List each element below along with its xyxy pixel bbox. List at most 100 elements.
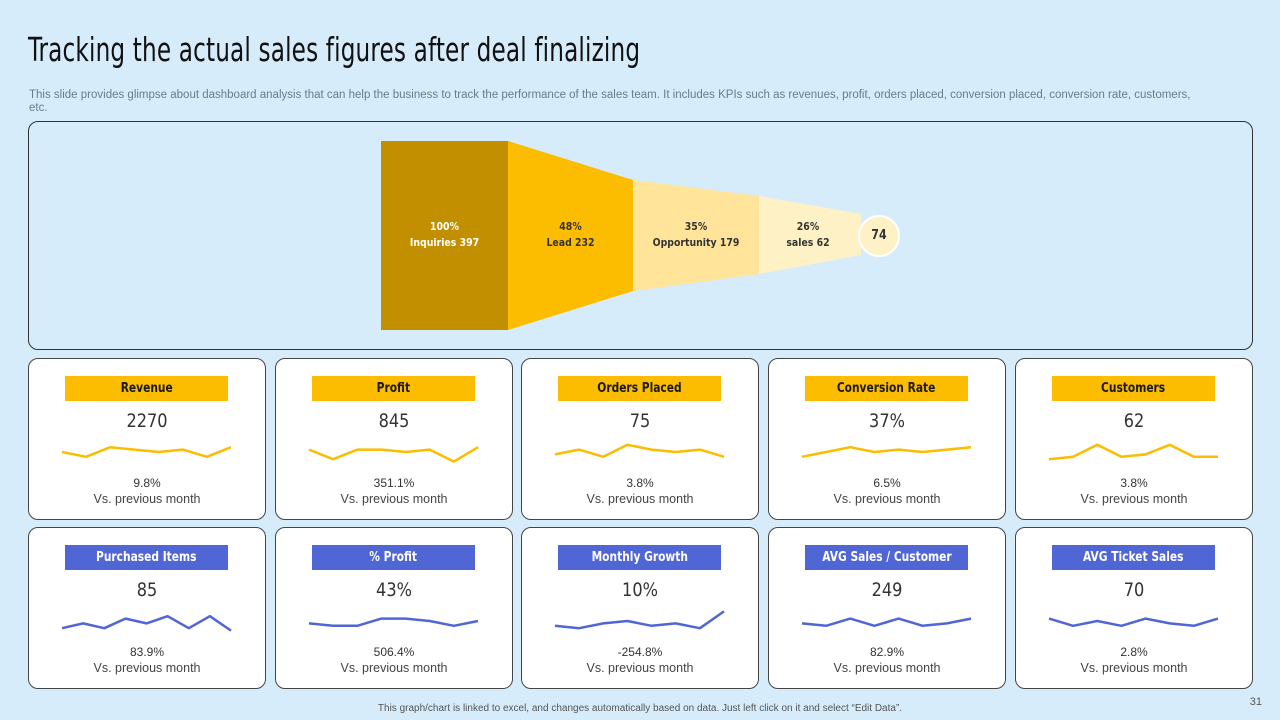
kpi-label: Purchased Items bbox=[96, 550, 197, 565]
kpi-change: 506.4% bbox=[373, 645, 415, 659]
kpi-header: AVG Sales / Customer bbox=[805, 545, 968, 570]
kpi-card-avg-ticket-sales: AVG Ticket Sales 70 2.8% Vs. previous month bbox=[1015, 527, 1253, 689]
kpi-sparkline-line bbox=[308, 617, 479, 628]
kpi-sparkline bbox=[308, 446, 479, 463]
kpi-header: % Profit bbox=[312, 545, 475, 570]
kpi-change: 3.8% bbox=[1120, 476, 1148, 490]
kpi-value: 845 bbox=[378, 410, 410, 432]
kpi-change: 9.8% bbox=[133, 476, 161, 490]
kpi-value: 75 bbox=[629, 410, 651, 432]
kpi-card-orders-placed: Orders Placed 75 3.8% Vs. previous month bbox=[521, 358, 759, 520]
kpi-comparison: Vs. previous month bbox=[833, 661, 941, 675]
kpi-label: Monthly Growth bbox=[591, 550, 688, 565]
kpi-header: Orders Placed bbox=[558, 376, 721, 401]
kpi-change: -254.8% bbox=[617, 645, 663, 659]
kpi-sparkline-line bbox=[61, 445, 232, 459]
funnel-end-value: 74 bbox=[871, 228, 887, 243]
kpi-value: 37% bbox=[869, 410, 905, 432]
kpi-comparison: Vs. previous month bbox=[1080, 661, 1188, 675]
kpi-sparkline bbox=[1048, 617, 1219, 628]
kpi-sparkline bbox=[554, 443, 725, 459]
kpi-card-customers: Customers 62 3.8% Vs. previous month bbox=[1015, 358, 1253, 520]
kpi-sparkline bbox=[61, 614, 232, 632]
kpi-sparkline bbox=[308, 617, 479, 628]
kpi-change: 83.9% bbox=[129, 645, 165, 659]
kpi-sparkline-line bbox=[554, 443, 725, 459]
kpi-value: 85 bbox=[136, 579, 158, 601]
kpi-comparison: Vs. previous month bbox=[586, 492, 694, 506]
kpi-comparison: Vs. previous month bbox=[586, 661, 694, 675]
kpi-header: AVG Ticket Sales bbox=[1052, 545, 1215, 570]
funnel-stage-inquiries bbox=[381, 141, 508, 330]
kpi-card-monthly-growth: Monthly Growth 10% -254.8% Vs. previous mon… bbox=[521, 527, 759, 689]
kpi-label: AVG Ticket Sales bbox=[1083, 550, 1184, 565]
kpi-sparkline-line bbox=[308, 446, 479, 463]
kpi-card-avg-sales-customer: AVG Sales / Customer 249 82.9% Vs. previous… bbox=[768, 527, 1006, 689]
footnote: This graph/chart is linked to excel, and… bbox=[377, 703, 903, 714]
funnel-lead-name: Lead 232 bbox=[546, 236, 595, 249]
funnel-stage-lead bbox=[508, 141, 633, 330]
kpi-header: Purchased Items bbox=[65, 545, 228, 570]
kpi-comparison: Vs. previous month bbox=[833, 492, 941, 506]
funnel-sales-percent: 26% bbox=[796, 220, 820, 233]
kpi-sparkline-line bbox=[801, 617, 972, 628]
kpi-change: 2.8% bbox=[1120, 645, 1148, 659]
kpi-label: AVG Sales / Customer bbox=[821, 550, 952, 565]
kpi-value: 2270 bbox=[126, 410, 168, 432]
funnel-opportunity-percent: 35% bbox=[684, 220, 708, 233]
funnel-inquiries-percent: 100% bbox=[430, 220, 459, 233]
kpi-label: Profit bbox=[376, 381, 411, 396]
funnel-stage-opportunity bbox=[633, 180, 759, 291]
kpi-comparison: Vs. previous month bbox=[340, 492, 448, 506]
funnel-lead-percent: 48% bbox=[559, 220, 582, 233]
kpi-change: 351.1% bbox=[373, 476, 415, 490]
kpi-header: Revenue bbox=[65, 376, 228, 401]
kpi-sparkline-line bbox=[61, 614, 232, 632]
kpi-label: Customers bbox=[1101, 381, 1166, 396]
kpi-comparison: Vs. previous month bbox=[1080, 492, 1188, 506]
kpi-card-purchased-items: Purchased Items 85 83.9% Vs. previous month bbox=[28, 527, 266, 689]
kpi-value: 43% bbox=[376, 579, 412, 601]
kpi-sparkline bbox=[554, 610, 725, 630]
kpi-change: 82.9% bbox=[869, 645, 905, 659]
funnel-panel: 100% Inquiries 397 48% Lead 232 35% Oppo… bbox=[28, 121, 1253, 350]
kpi-sparkline-line bbox=[1048, 443, 1218, 461]
funnel-stage-sales bbox=[759, 196, 861, 274]
kpi-comparison: Vs. previous month bbox=[93, 492, 201, 506]
funnel-label-opportunity: 35% Opportunity 179 bbox=[642, 219, 749, 251]
kpi-label: Orders Placed bbox=[597, 381, 682, 396]
kpi-sparkline bbox=[801, 445, 972, 459]
funnel-label-lead: 48% Lead 232 bbox=[517, 219, 623, 251]
funnel-sales-name: sales 62 bbox=[786, 236, 830, 249]
kpi-card-revenue: Revenue 2270 9.8% Vs. previous month bbox=[28, 358, 266, 520]
kpi-comparison: Vs. previous month bbox=[93, 661, 201, 675]
kpi-label: Conversion Rate bbox=[837, 381, 936, 396]
page-title: Tracking the actual sales figures after … bbox=[28, 30, 641, 69]
page-number: 31 bbox=[1249, 696, 1262, 708]
kpi-sparkline bbox=[1048, 443, 1218, 461]
funnel-label-sales: 26% sales 62 bbox=[766, 219, 849, 251]
funnel-end-circle bbox=[858, 215, 900, 257]
kpi-value: 62 bbox=[1123, 410, 1145, 432]
kpi-header: Profit bbox=[312, 376, 475, 401]
kpi-card-conversion-rate: Conversion Rate 37% 6.5% Vs. previous month bbox=[768, 358, 1006, 520]
kpi-change: 3.8% bbox=[626, 476, 654, 490]
funnel-label-inquiries: 100% Inquiries 397 bbox=[391, 219, 499, 251]
page-subtitle: This slide provides glimpse about dashbo… bbox=[29, 89, 1191, 114]
funnel-chart bbox=[381, 141, 900, 330]
kpi-label: % Profit bbox=[369, 550, 418, 565]
kpi-sparkline-line bbox=[801, 445, 972, 459]
kpi-change: 6.5% bbox=[873, 476, 901, 490]
kpi-value: 249 bbox=[871, 579, 903, 601]
kpi-sparkline-line bbox=[1048, 617, 1219, 628]
kpi-card-profit: Profit 845 351.1% Vs. previous month bbox=[275, 358, 513, 520]
funnel-inquiries-name: Inquiries 397 bbox=[409, 236, 480, 249]
funnel-opportunity-name: Opportunity 179 bbox=[652, 236, 740, 249]
kpi-header: Conversion Rate bbox=[805, 376, 968, 401]
kpi-header: Customers bbox=[1052, 376, 1215, 401]
kpi-label: Revenue bbox=[120, 381, 173, 396]
kpi-card-profit: % Profit 43% 506.4% Vs. previous month bbox=[275, 527, 513, 689]
kpi-value: 10% bbox=[622, 579, 658, 601]
kpi-sparkline bbox=[61, 445, 232, 459]
kpi-header: Monthly Growth bbox=[558, 545, 721, 570]
